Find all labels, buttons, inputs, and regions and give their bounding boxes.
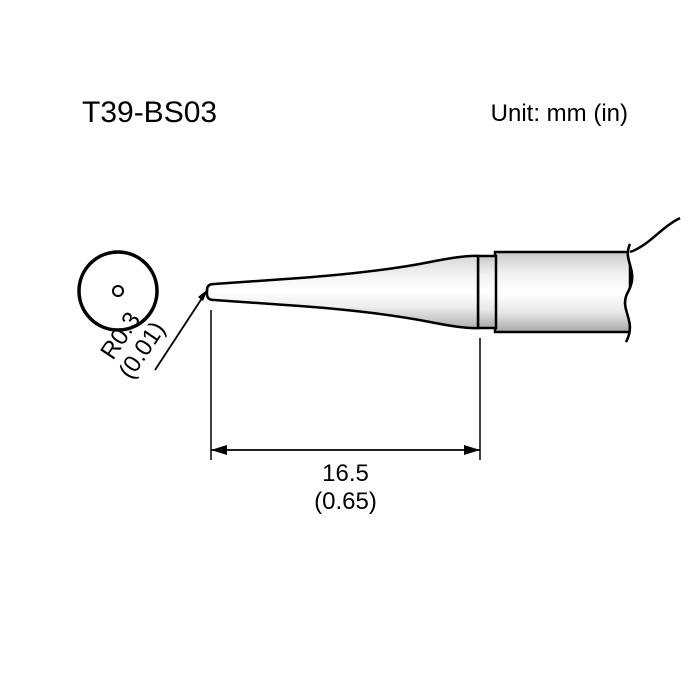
side-view-shank — [478, 218, 680, 342]
length-dimension — [211, 310, 480, 460]
length-label: 16.5 (0.65) — [211, 460, 480, 515]
side-view-tip — [207, 256, 478, 328]
length-mm: 16.5 — [211, 460, 480, 488]
length-in: (0.65) — [211, 488, 480, 516]
front-view-inner-circle — [113, 286, 123, 296]
